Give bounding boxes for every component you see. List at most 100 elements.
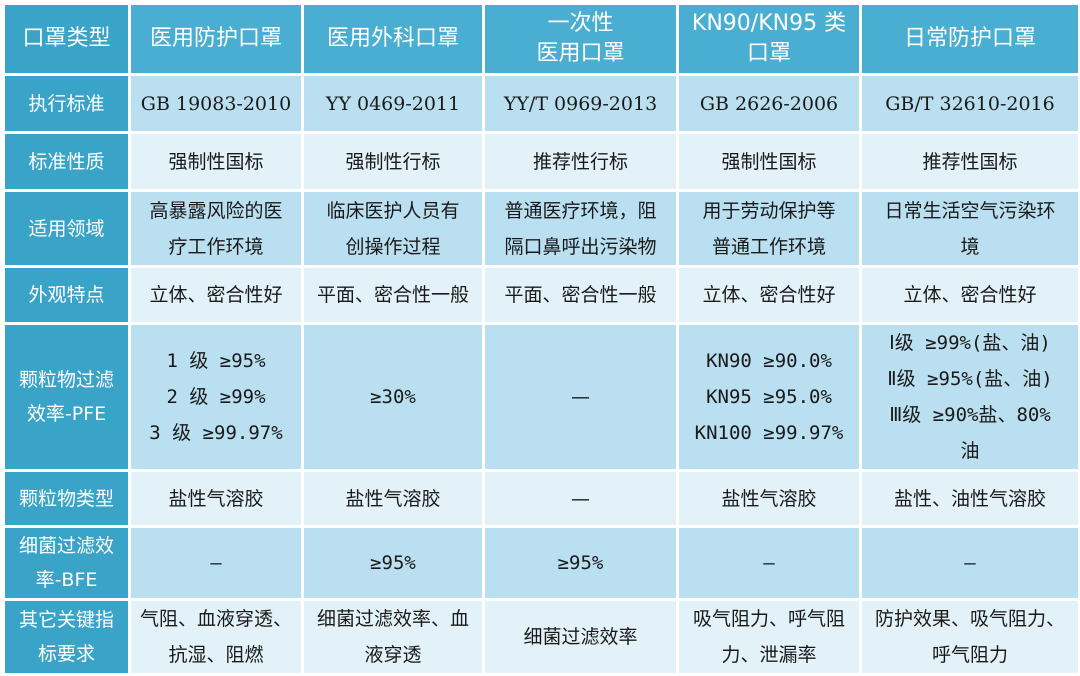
row-label-scope: 适用领域 xyxy=(2,189,131,268)
cell-text-line: 疗工作环境 xyxy=(168,235,264,258)
table-cell: — xyxy=(482,469,679,528)
table-cell: 强制性国标 xyxy=(676,131,862,192)
header-kn90-kn95: KN90/KN95 类口罩 xyxy=(676,2,862,76)
table-cell: 立体、密合性好 xyxy=(859,265,1080,325)
table-cell: 盐性气溶胶 xyxy=(301,469,485,528)
cell-text-line: 隔口鼻呼出污染物 xyxy=(504,235,657,258)
table-row-standard: 执行标准 GB 19083-2010 YY 0469-2011 YY/T 096… xyxy=(2,73,1080,134)
cell-text-line: 普通医疗环境，阻 xyxy=(504,199,657,222)
cell-text-line: 颗粒物过滤 xyxy=(18,369,114,391)
table-cell: 用于劳动保护等 普通工作环境 xyxy=(676,189,862,268)
header-medical-protective: 医用防护口罩 xyxy=(128,2,304,76)
cell-text-line: 力、泄漏率 xyxy=(721,644,817,666)
cell-text-line: Ⅱ级 ≥95%(盐、油) xyxy=(887,368,1053,390)
table-cell: 强制性国标 xyxy=(128,131,304,192)
table-cell: 防护效果、吸气阻力、 呼气阻力 xyxy=(859,598,1080,676)
table-cell: 盐性气溶胶 xyxy=(128,469,304,528)
table-cell: 普通医疗环境，阻 隔口鼻呼出污染物 xyxy=(482,189,679,268)
table-cell: — xyxy=(128,525,304,601)
cell-text-line: 效率-PFE xyxy=(26,403,107,425)
cell-text-line: 其它关键指 xyxy=(18,609,114,631)
cell-text-line: Ⅲ级 ≥90%盐、80% xyxy=(889,404,1051,426)
table-cell: 平面、密合性一般 xyxy=(301,265,485,325)
cell-text-line: 标要求 xyxy=(37,643,95,665)
cell-text-line: 气阻、血液穿透、 xyxy=(139,608,292,630)
header-surgical: 医用外科口罩 xyxy=(301,2,485,76)
cell-text-line: 普通工作环境 xyxy=(711,235,826,258)
cell-text-line: ≥30% xyxy=(370,386,416,408)
header-text-line: KN90/KN95 类 xyxy=(691,11,847,36)
table-cell: 日常生活空气污染环境 xyxy=(859,189,1080,268)
row-label-appearance: 外观特点 xyxy=(2,265,131,325)
cell-text-line: 2 级 ≥99% xyxy=(166,386,266,408)
table-cell: — xyxy=(859,525,1080,601)
table-row-nature: 标准性质 强制性国标 强制性行标 推荐性行标 强制性国标 推荐性国标 xyxy=(2,131,1080,192)
row-label-other: 其它关键指 标要求 xyxy=(2,598,131,676)
table-cell: 立体、密合性好 xyxy=(128,265,304,325)
table-cell: YY/T 0969-2013 xyxy=(482,73,679,134)
cell-text-line: Ⅰ级 ≥99%(盐、油) xyxy=(889,332,1051,354)
table-cell: 1 级 ≥95% 2 级 ≥99% 3 级 ≥99.97% xyxy=(128,322,304,472)
table-cell: Ⅰ级 ≥99%(盐、油) Ⅱ级 ≥95%(盐、油) Ⅲ级 ≥90%盐、80% 油 xyxy=(859,322,1080,472)
table-cell: KN90 ≥90.0% KN95 ≥95.0% KN100 ≥99.97% xyxy=(676,322,862,472)
cell-text-line: KN100 ≥99.97% xyxy=(694,422,844,444)
cell-text-line: 细菌过滤效 xyxy=(18,535,114,557)
cell-text-line: 高暴露风险的医 xyxy=(149,199,283,222)
cell-text-line: 3 级 ≥99.97% xyxy=(149,422,283,444)
table-cell: 推荐性国标 xyxy=(859,131,1080,192)
cell-text-line: 率-BFE xyxy=(35,569,98,591)
cell-text-line: 油 xyxy=(960,440,980,462)
header-row: 口罩类型 医用防护口罩 医用外科口罩 一次性医用口罩 KN90/KN95 类口罩… xyxy=(2,2,1080,76)
table-cell: 平面、密合性一般 xyxy=(482,265,679,325)
table-cell: ≥95% xyxy=(301,525,485,601)
table-cell: 盐性、油性气溶胶 xyxy=(859,469,1080,528)
cell-text-line: 境 xyxy=(960,235,980,258)
table-cell: 强制性行标 xyxy=(301,131,485,192)
table-cell: 细菌过滤效率 xyxy=(482,598,679,676)
cell-text-line: 临床医护人员有 xyxy=(326,199,460,222)
table-cell: GB/T 32610-2016 xyxy=(859,73,1080,134)
table-cell: YY 0469-2011 xyxy=(301,73,485,134)
table-row-particle-type: 颗粒物类型 盐性气溶胶 盐性气溶胶 — 盐性气溶胶 盐性、油性气溶胶 xyxy=(2,469,1080,528)
row-label-pfe: 颗粒物过滤效率-PFE xyxy=(2,322,131,472)
table-cell: 细菌过滤效率、血 液穿透 xyxy=(301,598,485,676)
table-cell: 吸气阻力、呼气阻 力、泄漏率 xyxy=(676,598,862,676)
table-cell: 气阻、血液穿透、 抗湿、阻燃 xyxy=(128,598,304,676)
cell-text-line: — xyxy=(571,386,590,408)
cell-text-line: 防护效果、吸气阻力、 xyxy=(874,608,1065,630)
cell-text-line: 1 级 ≥95% xyxy=(166,350,266,372)
cell-text-line: 液穿透 xyxy=(364,644,422,666)
cell-text-line: 吸气阻力、呼气阻 xyxy=(692,608,845,630)
row-label-standard: 执行标准 xyxy=(2,73,131,134)
cell-text-line: KN90 ≥90.0% xyxy=(706,350,832,372)
row-label-particle-type: 颗粒物类型 xyxy=(2,469,131,528)
row-label-bfe: 细菌过滤效率-BFE xyxy=(2,525,131,601)
table-cell: ≥95% xyxy=(482,525,679,601)
table-cell: GB 2626-2006 xyxy=(676,73,862,134)
table-row-appearance: 外观特点 立体、密合性好 平面、密合性一般 平面、密合性一般 立体、密合性好 立… xyxy=(2,265,1080,325)
table-cell: — xyxy=(676,525,862,601)
table-cell: GB 19083-2010 xyxy=(128,73,304,134)
row-label-nature: 标准性质 xyxy=(2,131,131,192)
header-text-line: 一次性 xyxy=(547,11,614,36)
header-mask-type: 口罩类型 xyxy=(2,2,131,76)
table-cell: — xyxy=(482,322,679,472)
table-cell: 立体、密合性好 xyxy=(676,265,862,325)
header-text-line: 医用口罩 xyxy=(536,41,625,66)
cell-text-line: 日常生活空气污染环 xyxy=(884,199,1056,222)
cell-text-line: 创操作过程 xyxy=(345,235,441,258)
table-cell: 临床医护人员有 创操作过程 xyxy=(301,189,485,268)
cell-text-line: 抗湿、阻燃 xyxy=(168,644,264,666)
table-row-scope: 适用领域 高暴露风险的医 疗工作环境 临床医护人员有 创操作过程 普通医疗环境，阻隔… xyxy=(2,189,1080,268)
header-text-line: 口罩 xyxy=(746,41,791,66)
cell-text-line: KN95 ≥95.0% xyxy=(706,386,832,408)
table-row-bfe: 细菌过滤效率-BFE — ≥95% ≥95% — — xyxy=(2,525,1080,601)
header-disposable: 一次性 医用口罩 xyxy=(482,2,679,76)
table-cell: 高暴露风险的医 疗工作环境 xyxy=(128,189,304,268)
table-cell: 盐性气溶胶 xyxy=(676,469,862,528)
cell-text-line: 用于劳动保护等 xyxy=(702,199,836,222)
cell-text-line: 细菌过滤效率、血 xyxy=(316,608,469,630)
header-daily-protective: 日常防护口罩 xyxy=(859,2,1080,76)
cell-text-line: 细菌过滤效率 xyxy=(523,626,638,648)
